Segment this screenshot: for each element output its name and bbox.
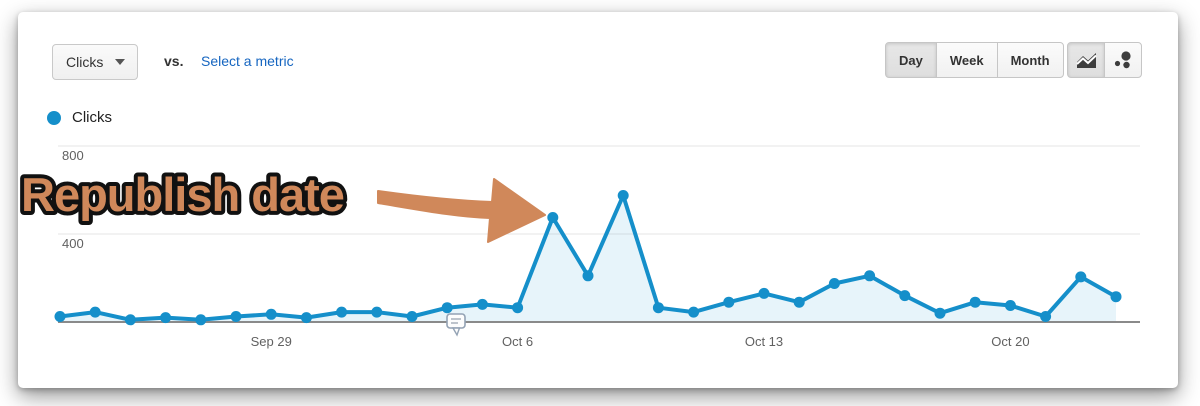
chart-type-toggle [1067,42,1142,78]
granularity-month-button[interactable]: Month [996,42,1064,78]
line-chart-button[interactable] [1067,42,1105,78]
motion-chart-icon [1114,51,1131,69]
svg-text:400: 400 [62,236,84,251]
motion-chart-button[interactable] [1104,42,1142,78]
svg-text:Sep 29: Sep 29 [251,334,292,349]
granularity-day-button[interactable]: Day [885,42,937,78]
vs-label: vs. [164,53,184,69]
svg-text:Oct 20: Oct 20 [991,334,1029,349]
svg-text:Oct 13: Oct 13 [745,334,783,349]
clicks-chart[interactable]: 400 800 Sep 29 Oct 6 Oct 13 Oct 20 [18,12,1178,388]
svg-text:800: 800 [62,148,84,163]
analytics-explorer-card: 400 800 Sep 29 Oct 6 Oct 13 Oct 20 Republish … [18,12,1178,388]
granularity-toggle: Day Week Month [885,42,1064,78]
select-a-metric-link[interactable]: Select a metric [201,53,294,69]
legend-label: Clicks [72,109,112,126]
legend: Clicks [47,109,112,126]
annotation-marker-icon[interactable] [445,312,469,338]
granularity-week-button[interactable]: Week [935,42,998,78]
metric-dropdown-label: Clicks [66,54,104,70]
legend-dot-icon [47,110,61,125]
svg-text:Oct 6: Oct 6 [502,334,533,349]
metric-dropdown[interactable]: Clicks [52,44,139,80]
line-chart-icon [1075,52,1097,68]
caret-down-icon [115,59,126,65]
